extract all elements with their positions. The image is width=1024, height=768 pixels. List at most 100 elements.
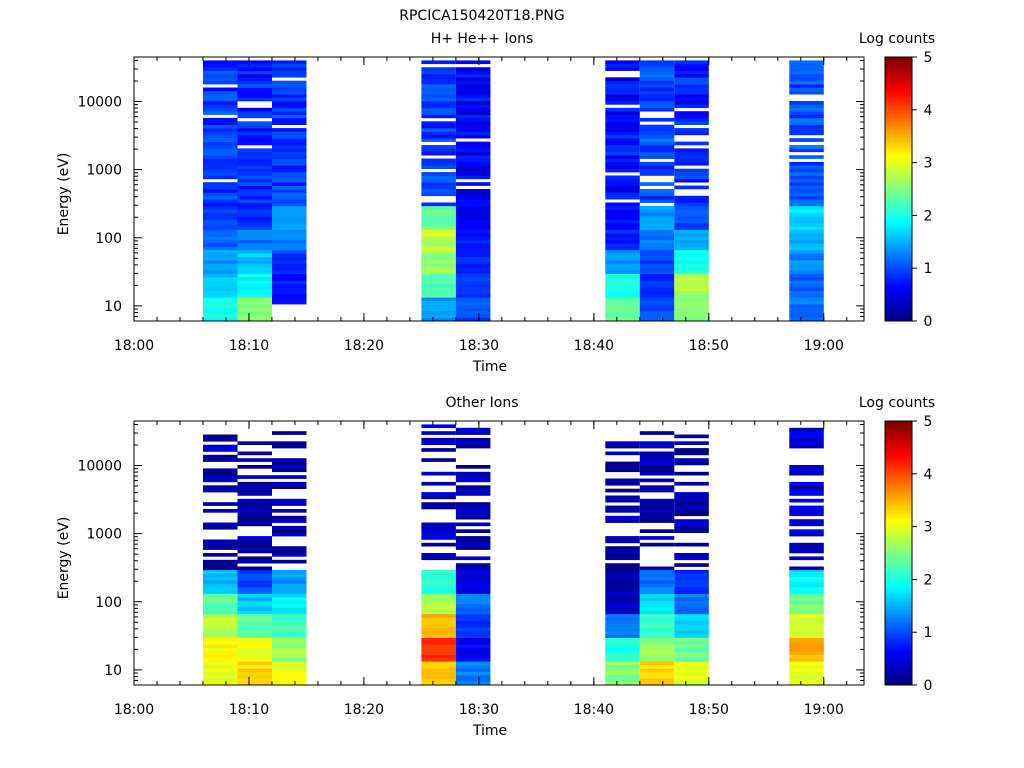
spectrogram-cell [237, 97, 272, 102]
spectrogram-cell [639, 519, 675, 523]
y-axis-label: Energy (eV) [56, 517, 72, 600]
spectrogram-cell [674, 236, 709, 241]
spectrogram-cell [789, 610, 824, 615]
spectrogram-cell [237, 610, 272, 615]
spectrogram-cell [674, 492, 709, 496]
spectrogram-cell [421, 627, 456, 632]
spectrogram-cell [455, 205, 491, 210]
spectrogram-cell [203, 434, 238, 439]
spectrogram-cell [789, 647, 824, 652]
spectrogram-cell [421, 654, 456, 659]
spectrogram-cell [421, 580, 456, 584]
spectrogram-cell [674, 249, 709, 254]
colorbar-step [885, 450, 912, 454]
spectrogram-cell [674, 634, 709, 638]
spectrogram-cell [455, 236, 491, 241]
spectrogram-cell [639, 97, 675, 102]
spectrogram-cell [789, 104, 824, 109]
spectrogram-cell [421, 101, 456, 105]
spectrogram-cell [605, 613, 640, 618]
spectrogram-cell [639, 280, 675, 285]
spectrogram-cell [272, 192, 307, 197]
spectrogram-cell [639, 576, 675, 581]
spectrogram-cell [272, 246, 307, 251]
spectrogram-cell [455, 610, 491, 615]
x-tick-label: 18:30 [459, 338, 499, 354]
spectrogram-cell [203, 576, 238, 581]
spectrogram-cell [639, 458, 675, 462]
colorbar-step [885, 86, 912, 90]
spectrogram-cell [455, 260, 491, 264]
spectrogram-cell [203, 525, 238, 530]
colorbar-step [885, 70, 912, 74]
spectrogram-cell [237, 624, 272, 628]
spectrogram-cell [455, 73, 491, 78]
spectrogram-cell [639, 165, 675, 169]
spectrogram-cell [203, 246, 238, 251]
spectrogram-cell [272, 569, 307, 574]
spectrogram-cell [455, 576, 491, 581]
spectrogram-cell [605, 151, 640, 156]
spectrogram-cell [272, 297, 307, 301]
spectrogram-cell [674, 644, 709, 649]
spectrogram-cell [674, 317, 709, 322]
spectrogram-cell [203, 644, 238, 649]
spectrogram-cell [639, 317, 675, 322]
colorbar-step [885, 447, 912, 451]
spectrogram-cell [789, 128, 824, 132]
spectrogram-cell [421, 600, 456, 605]
spectrogram-cell [674, 80, 709, 85]
spectrogram-cell [421, 212, 456, 217]
spectrogram-cell [455, 117, 491, 122]
spectrogram-cell [789, 236, 824, 241]
spectrogram-cell [421, 651, 456, 655]
spectrogram-cell [237, 502, 272, 506]
spectrogram-cell [639, 243, 675, 247]
spectrogram-cell [605, 519, 640, 523]
spectrogram-cell [237, 657, 272, 662]
spectrogram-cell [237, 651, 272, 655]
colorbar-step [885, 439, 912, 443]
spectrogram-cell [203, 553, 238, 557]
spectrogram-cell [605, 654, 640, 659]
spectrogram-cell [605, 243, 640, 247]
spectrogram-cell [237, 134, 272, 139]
spectrogram-cell [421, 492, 456, 496]
spectrogram-cell [203, 80, 238, 85]
spectrogram-cell [203, 448, 238, 452]
x-tick-label: 18:00 [114, 702, 154, 718]
spectrogram-cell [455, 239, 491, 244]
spectrogram-cell [455, 307, 491, 312]
spectrogram-cell [789, 77, 824, 81]
spectrogram-cell [789, 668, 824, 672]
colorbar-step [885, 59, 912, 63]
colorbar-step [885, 444, 912, 448]
colorbar-step [885, 473, 912, 477]
spectrogram-cell [789, 192, 824, 197]
spectrogram-cell [421, 424, 456, 429]
spectrogram-cell [237, 249, 272, 254]
spectrogram-cell [237, 199, 272, 203]
spectrogram-cell [639, 603, 675, 608]
spectrogram-cell [789, 202, 824, 207]
spectrogram-cell [605, 111, 640, 115]
spectrogram-cell [272, 114, 307, 119]
spectrogram-cell [639, 657, 675, 662]
colorbar-step [885, 471, 912, 475]
spectrogram-cell [605, 121, 640, 125]
spectrogram-cell [639, 431, 675, 435]
spectrogram-cell [639, 441, 675, 445]
colorbar-step [885, 553, 912, 557]
spectrogram-cell [237, 637, 272, 642]
spectrogram-cell [789, 273, 824, 278]
spectrogram-cell [674, 280, 709, 285]
spectrogram-cell [789, 519, 824, 523]
colorbar-step [885, 191, 912, 195]
spectrogram-cell [605, 617, 640, 621]
spectrogram-cell [421, 641, 456, 645]
spectrogram-cell [237, 243, 272, 247]
spectrogram-cell [789, 624, 824, 628]
spectrogram-cell [455, 586, 491, 591]
spectrogram-cell [789, 627, 824, 632]
spectrogram-cell [421, 131, 456, 136]
